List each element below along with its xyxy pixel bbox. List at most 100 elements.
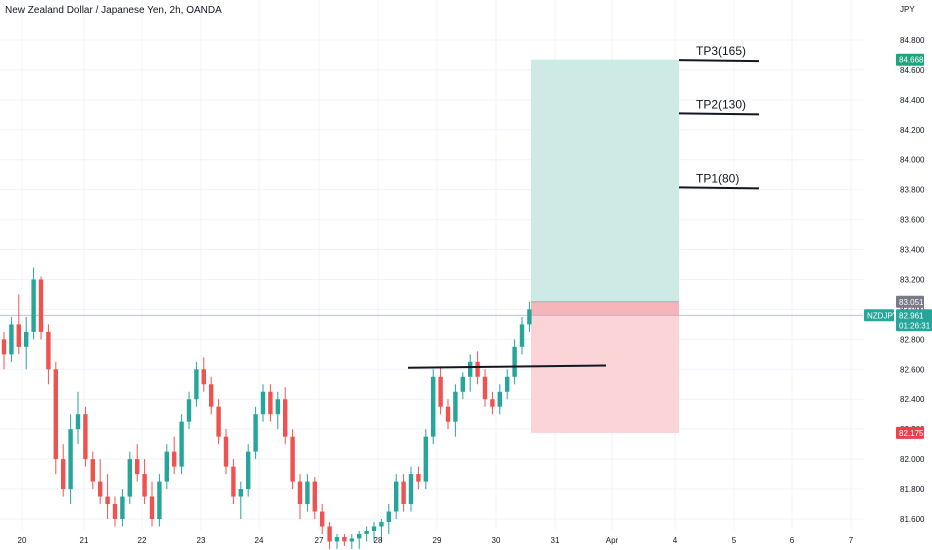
- stop-tag-text: 82.175: [899, 429, 924, 438]
- candle-body: [135, 459, 140, 475]
- candle-body: [275, 399, 280, 415]
- candle: [231, 459, 236, 505]
- candle: [24, 316, 29, 370]
- candle: [320, 504, 325, 534]
- entry-tag: 83.051: [896, 295, 924, 308]
- candle: [394, 474, 399, 519]
- time-tick-label: 24: [255, 536, 264, 545]
- candle-body: [490, 399, 495, 407]
- candle: [401, 474, 406, 512]
- candle: [519, 316, 525, 355]
- candle-body: [90, 459, 95, 482]
- time-tick-label: 21: [80, 536, 89, 545]
- candle-body: [68, 429, 73, 490]
- candle-body: [253, 414, 258, 452]
- candle-body: [31, 279, 36, 332]
- candle: [38, 276, 44, 340]
- candle-body: [416, 474, 421, 482]
- candle-body: [238, 489, 243, 497]
- candle: [98, 459, 103, 505]
- candle: [135, 444, 140, 482]
- target-line: [678, 186, 760, 190]
- price-tick-label: 84.800: [900, 36, 925, 45]
- take-profit-tag: 84.668: [896, 53, 924, 66]
- time-tick-label: 30: [492, 536, 501, 545]
- candle: [16, 294, 21, 355]
- candle: [149, 481, 155, 527]
- candle: [216, 399, 221, 445]
- candle-body: [512, 346, 517, 377]
- candle: [527, 301, 532, 332]
- candle-body: [142, 474, 147, 497]
- candle: [164, 444, 169, 490]
- candle-body: [9, 324, 14, 355]
- candle-body: [46, 331, 51, 370]
- candle: [201, 357, 206, 392]
- candle-body: [75, 414, 81, 430]
- price-tick-label: 82.600: [900, 365, 925, 374]
- time-tick-label: 4: [673, 536, 678, 545]
- candle-body: [431, 376, 436, 437]
- candle-body: [371, 526, 377, 531]
- candle: [127, 451, 132, 505]
- price-tick-label: 82.000: [900, 455, 925, 464]
- candle: [253, 406, 258, 460]
- candle-body: [164, 451, 169, 482]
- candle: [142, 459, 147, 505]
- candle: [75, 391, 81, 445]
- chart-title: New Zealand Dollar / Japanese Yen, 2h, O…: [5, 5, 222, 16]
- target-label: TP2(130): [696, 97, 746, 111]
- candle-body: [519, 324, 525, 347]
- time-tick-label: 22: [138, 536, 147, 545]
- candle-body: [223, 436, 229, 467]
- candle: [327, 521, 332, 549]
- candle: [431, 369, 436, 445]
- candle-body: [209, 384, 214, 407]
- candle-body: [112, 504, 118, 519]
- candle: [120, 489, 125, 527]
- time-tick-label: 20: [18, 536, 27, 545]
- candle-body: [327, 526, 332, 542]
- price-tick-label: 83.800: [900, 186, 925, 195]
- candle-body: [312, 481, 317, 512]
- candle-body: [357, 533, 362, 539]
- candle-body: [297, 481, 303, 505]
- candle-body: [16, 324, 21, 347]
- price-tick-label: 82.400: [900, 395, 925, 404]
- take-profit-tag-bg: [896, 53, 924, 66]
- price-tick-label: 84.400: [900, 96, 925, 105]
- candle-body: [157, 481, 162, 519]
- candle-body: [38, 279, 44, 332]
- candle: [379, 519, 384, 542]
- time-tick-label: 7: [849, 536, 854, 545]
- price-tick-label: 83.200: [900, 275, 925, 284]
- candle: [1, 331, 7, 370]
- candle-body: [172, 451, 177, 467]
- candle-body: [260, 391, 266, 415]
- candle-body: [268, 391, 273, 415]
- candle: [342, 533, 347, 546]
- candle: [246, 444, 251, 497]
- price-tick-label: 84.200: [900, 126, 925, 135]
- candle: [68, 414, 73, 505]
- candle-body: [246, 451, 251, 490]
- candle-body: [349, 538, 354, 542]
- candle-body: [438, 376, 443, 407]
- candle-body: [186, 399, 192, 422]
- price-tick-label: 82.800: [900, 335, 925, 344]
- candle-body: [83, 414, 88, 460]
- candle-body: [401, 481, 406, 505]
- entry-zone: [531, 301, 679, 316]
- candle: [283, 387, 288, 445]
- price-tick-label: 81.600: [900, 515, 925, 524]
- candle: [194, 361, 199, 407]
- candle-body: [342, 536, 347, 542]
- candle: [260, 384, 266, 422]
- candle-body: [364, 530, 369, 534]
- candle: [297, 474, 303, 519]
- grid-layer: [0, 0, 863, 530]
- price-tick-label: 84.000: [900, 156, 925, 165]
- candle-body: [1, 339, 7, 355]
